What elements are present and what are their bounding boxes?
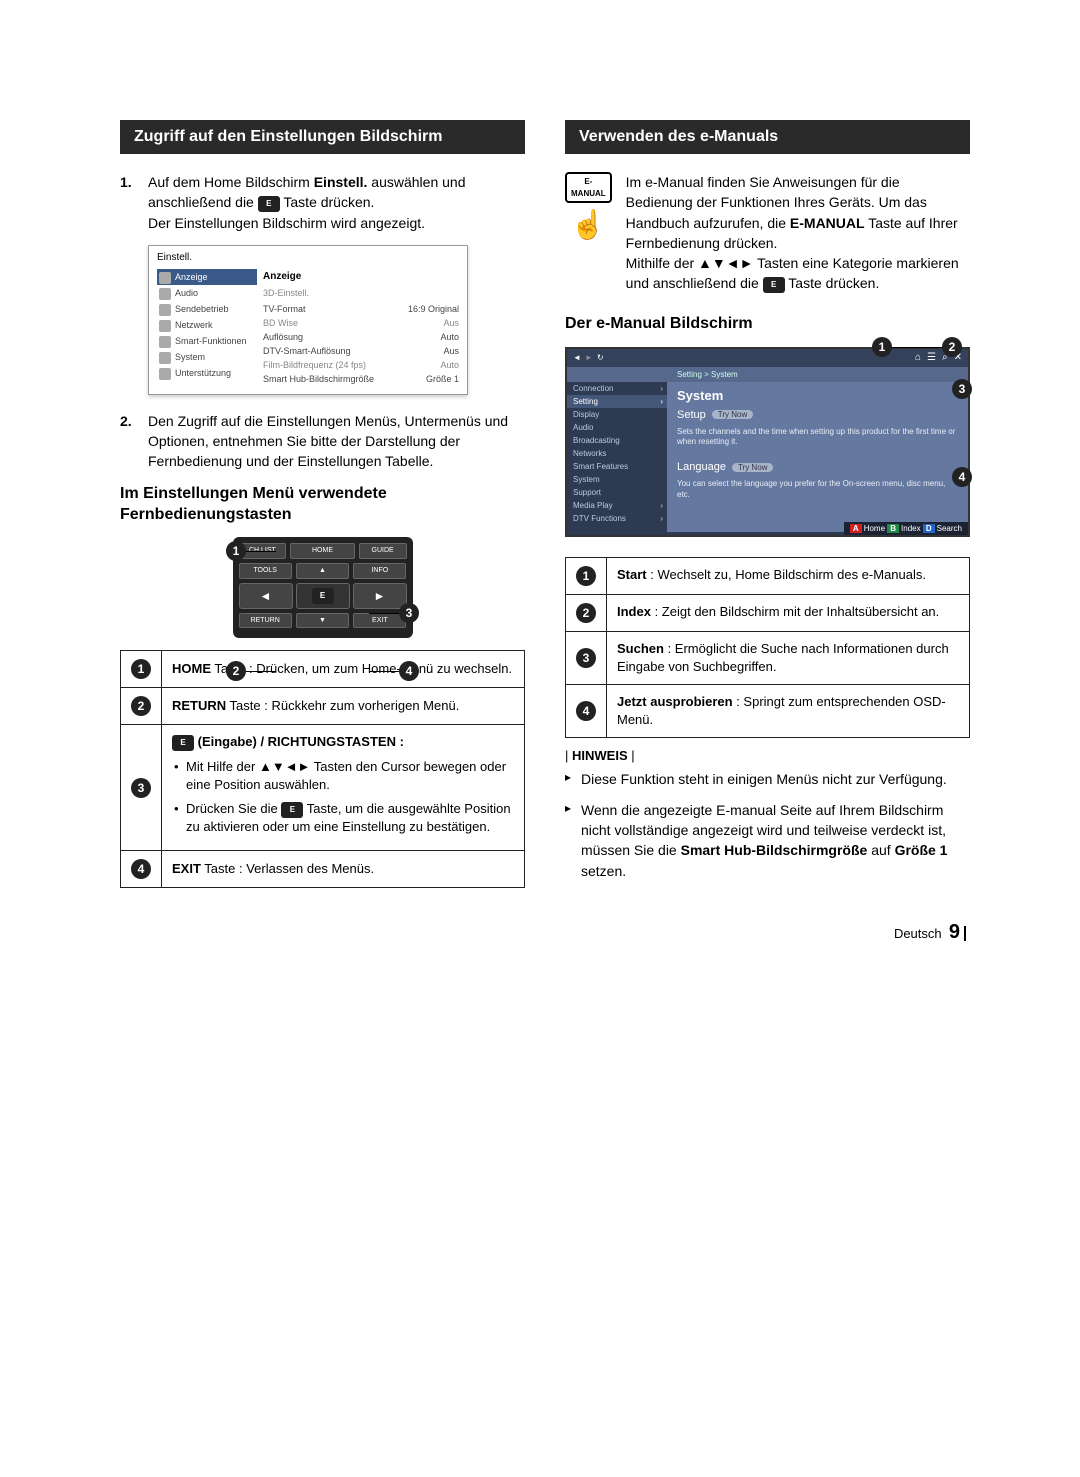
step1-a: Auf dem Home Bildschirm (148, 174, 314, 190)
note-1: Diese Funktion steht in einigen Menüs ni… (565, 769, 970, 789)
step-1-num: 1. (120, 172, 148, 233)
step-2-num: 2. (120, 411, 148, 472)
rtnum-4: 4 (576, 701, 596, 721)
notes-list: Diese Funktion steht in einigen Menüs ni… (565, 769, 970, 880)
enter-icon: E (258, 196, 280, 212)
remote-right: ► (353, 583, 407, 609)
remote-home: HOME (290, 543, 354, 559)
settings-screenshot: Einstell. Anzeige Audio Sendebetrieb Net… (148, 245, 468, 395)
rtnum-2: 2 (576, 603, 596, 623)
em-sidebar: Connection› Setting› Display Audio Broad… (567, 382, 667, 532)
step-2: 2. Den Zugriff auf die Einstellungen Men… (120, 411, 525, 472)
tnum-2: 2 (131, 696, 151, 716)
home-icon: ⌂ (915, 352, 921, 363)
step1-c: Taste drücken. (280, 194, 375, 210)
hinweis-label: | HINWEIS | (565, 748, 970, 763)
remote-enter: E (296, 583, 350, 609)
em-main: System SetupTry Now Sets the channels an… (667, 382, 968, 532)
callout-3: 3 (399, 603, 419, 623)
emanual-screenshot: ◄►↻ ⌂☰⌕✕ Setting > System Connection› Se… (565, 347, 970, 537)
remote-return: RETURN (239, 613, 292, 629)
remote-info: INFO (353, 563, 406, 579)
r3-li2: Drücken Sie die E Taste, um die ausgewäh… (172, 800, 514, 836)
page-footer: Deutsch 9 (120, 921, 970, 944)
em-footer: AHome BIndex DSearch (844, 522, 968, 535)
index-icon: ☰ (927, 352, 936, 363)
enter-icon: E (281, 802, 303, 818)
remote-up: ▲ (296, 563, 349, 579)
step1-d: Der Einstellungen Bildschirm wird angeze… (148, 215, 425, 231)
eco-2: 2 (942, 337, 962, 357)
remote-tools: TOOLS (239, 563, 292, 579)
eco-1: 1 (872, 337, 892, 357)
remote-left: ◄ (239, 583, 293, 609)
rtnum-3: 3 (576, 648, 596, 668)
settings-sidebar: Anzeige Audio Sendebetrieb Netzwerk Smar… (157, 269, 257, 386)
em-breadcrumb: Setting > System (567, 367, 968, 382)
eco-4: 4 (952, 467, 972, 487)
r3-li1: Mit Hilfe der ▲▼◄► Tasten den Cursor bew… (172, 758, 514, 794)
emanual-intro: E-MANUAL ☝ Im e-Manual finden Sie Anweis… (565, 172, 970, 294)
remote-guide: GUIDE (359, 543, 407, 559)
tnum-1: 1 (131, 659, 151, 679)
remote-diagram: 1 2 3 4 CH LIST HOME GUIDE TOOLS ▲ INFO (120, 537, 525, 638)
right-section-header: Verwenden des e-Manuals (565, 120, 970, 154)
left-section-header: Zugriff auf den Einstellungen Bildschirm (120, 120, 525, 154)
emanual-mock-wrap: 1 2 3 4 ◄►↻ ⌂☰⌕✕ Setting > System Connec… (565, 347, 970, 537)
note-2: Wenn die angezeigte E-manual Seite auf I… (565, 800, 970, 881)
right-subheader: Der e-Manual Bildschirm (565, 314, 970, 335)
settings-title: Einstell. (149, 246, 467, 269)
remote-table: 1 HOME Taste : Drücken, um zum Home-Menü… (120, 650, 525, 888)
hand-icon: ☝ (565, 205, 612, 246)
left-subheader: Im Einstellungen Menü verwendete Fernbed… (120, 484, 525, 526)
eco-3: 3 (952, 379, 972, 399)
rtnum-1: 1 (576, 566, 596, 586)
step2-body: Den Zugriff auf die Einstellungen Menüs,… (148, 411, 525, 472)
emanual-button-icon: E-MANUAL (565, 172, 612, 203)
settings-main: Anzeige 3D-Einstell. TV-Format16:9 Origi… (263, 269, 459, 386)
step-1: 1. Auf dem Home Bildschirm Einstell. aus… (120, 172, 525, 233)
step1-bold: Einstell. (314, 174, 368, 190)
remote-down: ▼ (296, 613, 349, 629)
enter-icon: E (172, 735, 194, 751)
tnum-4: 4 (131, 859, 151, 879)
enter-icon: E (763, 277, 785, 293)
tnum-3: 3 (131, 778, 151, 798)
emanual-table: 1 Start : Wechselt zu, Home Bildschirm d… (565, 557, 970, 739)
